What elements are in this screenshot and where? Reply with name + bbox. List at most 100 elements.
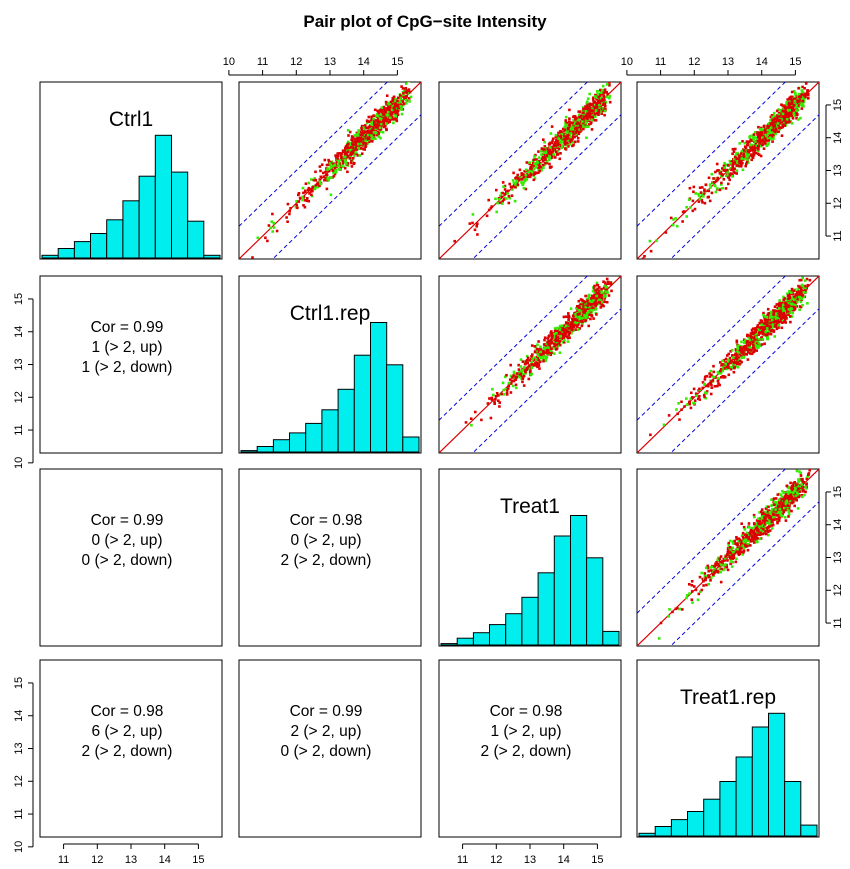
scatter-point [743, 341, 746, 345]
scatter-point [565, 123, 568, 127]
scatter-point [561, 127, 565, 131]
scatter-point [671, 610, 674, 614]
scatter-point [675, 408, 678, 411]
scatter-point [503, 188, 507, 191]
scatter-point [798, 305, 802, 308]
scatter-point [371, 136, 374, 139]
scatter-point [512, 372, 516, 375]
scatter-point [386, 113, 390, 116]
scatter-point [787, 120, 791, 124]
scatter-point [534, 162, 538, 165]
scatter-point [386, 120, 389, 124]
scatter-point [789, 307, 793, 310]
scatter-point [774, 127, 778, 130]
scatter-point [701, 201, 704, 204]
scatter-point [520, 181, 523, 184]
scatter-point [376, 130, 380, 134]
panel-3-2 [438, 659, 622, 838]
scatter-point [535, 160, 539, 163]
scatter-point [756, 131, 759, 134]
scatter-point [591, 304, 594, 308]
scatter-point [801, 294, 805, 297]
scatter-point [787, 294, 790, 297]
scatter-point [602, 295, 605, 299]
scatter-point [558, 351, 562, 354]
scatter-point [592, 115, 596, 118]
scatter-point [562, 341, 566, 344]
scatter-point [775, 309, 779, 313]
histogram-bar [57, 248, 75, 259]
scatter-point [783, 516, 787, 519]
scatter-point [532, 167, 536, 171]
scatter-point [596, 107, 600, 110]
scatter-point [662, 423, 666, 427]
scatter-point [357, 135, 360, 139]
scatter-point [691, 209, 695, 213]
scatter-point [750, 335, 754, 339]
scatter-point [538, 356, 542, 359]
scatter-point [564, 119, 567, 122]
scatter-point [521, 368, 524, 372]
scatter-point [799, 300, 803, 304]
scatter-point [545, 154, 549, 158]
scatter-point [738, 154, 742, 158]
scatter-point [735, 172, 738, 175]
scatter-point [551, 334, 554, 338]
scatter-point [780, 134, 784, 137]
scatter-point [524, 187, 528, 191]
scatter-point [539, 348, 543, 352]
scatter-point [308, 192, 311, 195]
scatter-point [360, 142, 363, 146]
scatter-point [591, 294, 594, 298]
scatter-point [762, 136, 766, 140]
scatter-point [599, 91, 603, 94]
fold-line-down [669, 501, 819, 646]
scatter-point [752, 153, 755, 157]
scatter-point [664, 231, 668, 234]
scatter-point [393, 109, 397, 113]
scatter-point [366, 130, 369, 133]
scatter-point [554, 334, 558, 337]
scatter-point [732, 150, 736, 153]
scatter-point [708, 199, 712, 203]
scatter-point [576, 118, 580, 122]
scatter-point [568, 120, 571, 123]
scatter-point [700, 192, 704, 196]
scatter-point [533, 345, 537, 348]
scatter-point [781, 104, 784, 107]
scatter-point [741, 352, 745, 355]
scatter-point [761, 143, 764, 147]
scatter-point [778, 118, 782, 122]
scatter-point [798, 298, 802, 302]
scatter-point [591, 97, 595, 101]
scatter-point [376, 120, 380, 124]
scatter-point [505, 391, 509, 395]
histogram-bar [353, 354, 371, 453]
scatter-point [335, 163, 339, 166]
scatter-point [343, 149, 347, 152]
scatter-point [310, 178, 313, 181]
scatter-point [553, 329, 557, 332]
scatter-point [378, 120, 382, 124]
scatter-point [350, 159, 353, 162]
scatter-point [536, 365, 539, 369]
scatter-point [357, 129, 360, 132]
scatter-point [568, 128, 572, 131]
scatter-point [399, 100, 402, 104]
scatter-point [772, 312, 776, 315]
scatter-point [789, 107, 792, 110]
scatter-point [801, 276, 804, 280]
scatter-point [606, 92, 609, 96]
panel-1-2 [438, 275, 622, 454]
scatter-point [535, 349, 538, 353]
scatter-point [797, 284, 800, 288]
scatter-point [580, 324, 584, 328]
scatter-point [371, 125, 374, 129]
scatter-point [695, 394, 699, 397]
scatter-point [545, 150, 548, 153]
scatter-point [307, 199, 311, 203]
scatter-point [571, 130, 575, 134]
scatter-point [758, 138, 761, 141]
histogram-bar [703, 798, 721, 837]
scatter-point [792, 111, 796, 115]
